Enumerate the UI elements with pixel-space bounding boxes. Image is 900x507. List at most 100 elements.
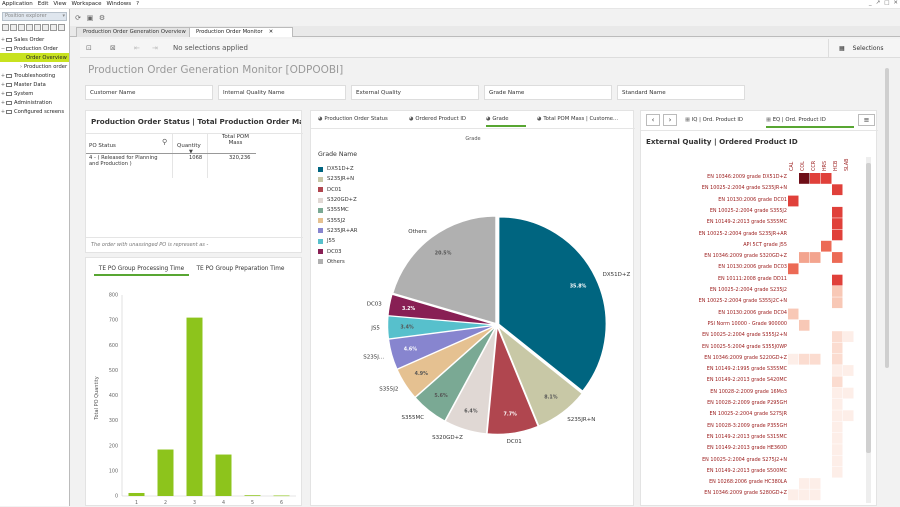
search-icon[interactable]: ⚲ <box>162 138 168 146</box>
tree-item-production-order-child[interactable]: › Production order <box>20 63 68 70</box>
tab-ordered-product-id[interactable]: ◕ Ordered Product ID <box>409 116 466 122</box>
heatmap-cell[interactable] <box>788 489 799 501</box>
heatmap-cell[interactable] <box>832 376 843 388</box>
expand-icon[interactable]: + <box>0 99 6 106</box>
tree-item-administration[interactable]: + Administration <box>0 99 52 106</box>
heatmap-cell[interactable] <box>810 478 821 489</box>
heatmap-cell[interactable] <box>843 387 854 399</box>
heatmap-cell[interactable] <box>832 297 843 309</box>
expand-icon[interactable]: + <box>0 108 6 115</box>
bar-5[interactable] <box>244 495 261 496</box>
heatmap-row-label[interactable]: EN 10028-3:2009 grade P355GH <box>707 422 787 429</box>
expand-icon[interactable]: + <box>0 90 6 97</box>
heatmap-row-label[interactable]: EN 10149-2:2013 grade S500MC <box>706 467 787 474</box>
refresh-icon[interactable]: ⟳ <box>75 13 81 22</box>
heatmap-cell[interactable] <box>832 342 843 354</box>
heatmap-cell[interactable] <box>832 274 843 286</box>
pie-slice-dc03[interactable] <box>387 293 495 325</box>
heatmap-column-header[interactable]: CAL <box>790 161 795 171</box>
pie-slice-j55[interactable] <box>387 315 495 340</box>
heatmap-row-label[interactable]: EN 10149-2:2013 grade HE360D <box>706 445 787 452</box>
filter-standard-name[interactable]: Standard Name <box>617 85 745 100</box>
heatmap-cell[interactable] <box>832 432 843 444</box>
explorer-search-input[interactable]: Position explorer ▾ <box>2 12 67 21</box>
dropdown-icon[interactable]: ▾ <box>62 13 65 19</box>
heatmap-cell[interactable] <box>788 353 799 365</box>
heatmap-row-label[interactable]: EN 10149-2:2013 grade S315MC <box>706 433 787 440</box>
heatmap-cell[interactable] <box>832 421 843 433</box>
po-status-cell[interactable]: 4 - ( Released for Planning and Producti… <box>89 155 158 167</box>
filter-internal-quality-name[interactable]: Internal Quality Name <box>218 85 346 100</box>
heatmap-row-label[interactable]: EN 10346:2009 grade S320GD+Z <box>704 253 787 260</box>
heatmap-row-label[interactable]: EN 10149-2:2013 grade S355MC <box>706 219 787 226</box>
heatmap-column-header[interactable]: CCR <box>812 160 817 171</box>
heatmap-row-label[interactable]: EN 10268:2006 grade HC380LA <box>709 479 787 486</box>
filter-grade-name[interactable]: Grade Name <box>484 85 612 100</box>
pie-slice-dc01[interactable] <box>486 327 539 435</box>
tree-item-configured-screens[interactable]: + Configured screens <box>0 108 65 115</box>
legend-item[interactable]: S320GD+Z <box>318 195 357 205</box>
close-tab-icon[interactable]: ✕ <box>268 29 274 35</box>
settings-icon[interactable]: ⚙ <box>98 13 106 22</box>
heatmap-cell[interactable] <box>799 478 810 489</box>
heatmap-row-label[interactable]: EN 10130:2006 grade DC04 <box>718 309 787 316</box>
heatmap-row-label[interactable]: EN 10346:2009 grade S280GD+Z <box>704 490 787 497</box>
filter-external-quality[interactable]: External Quality <box>351 85 479 100</box>
menu-workspace[interactable]: Workspace <box>71 1 102 7</box>
heatmap-cell[interactable] <box>832 466 843 478</box>
menu-application[interactable]: Application <box>2 1 33 7</box>
heatmap-row-label[interactable]: EN 10130:2006 grade DC03 <box>718 264 787 271</box>
bar-6[interactable] <box>273 495 290 497</box>
heatmap-cell[interactable] <box>832 206 843 218</box>
heatmap-row-label[interactable]: EN 10346:2009 grade S220GD+Z <box>704 354 787 361</box>
pie-slice-s320gd-z[interactable] <box>444 326 497 435</box>
tab-eq-ord-product-id[interactable]: ▦ EQ | Ord. Product ID <box>766 117 854 128</box>
expand-icon[interactable]: + <box>0 36 6 43</box>
step-forward-icon[interactable]: ⇥ <box>152 44 158 52</box>
step-back-icon[interactable]: ⇤ <box>134 44 140 52</box>
heatmap-row-label[interactable]: EN 10028-2:2009 grade P295GH <box>707 400 787 406</box>
legend-item[interactable]: DX51D+Z <box>318 164 357 174</box>
tab-production-order-monitor[interactable]: Production Order Monitor ✕ <box>189 27 293 37</box>
save-icon[interactable]: ▣ <box>86 13 94 22</box>
tab-processing-time[interactable]: TE PO Group Processing Time <box>94 263 189 276</box>
col-quantity[interactable]: Quantity <box>177 143 201 149</box>
minimize-icon[interactable]: _ <box>868 0 872 6</box>
tree-icon[interactable] <box>34 24 41 31</box>
legend-item[interactable]: S355MC <box>318 205 357 215</box>
tree-item-troubleshooting[interactable]: + Troubleshooting <box>0 72 56 79</box>
heatmap-cell[interactable] <box>821 173 832 184</box>
pie-slice-s235jr-n[interactable] <box>497 325 583 427</box>
next-chart-button[interactable]: › <box>663 114 677 126</box>
up-icon[interactable] <box>42 24 49 31</box>
heatmap-row-label[interactable]: EN 10130:2006 grade DC01 <box>718 196 787 203</box>
heatmap-row-label[interactable]: EN 10025-2:2004 grade S355J2C+N <box>698 298 787 305</box>
tab-production-order-status[interactable]: ◕ Production Order Status <box>318 116 388 122</box>
heatmap-cell[interactable] <box>788 195 799 207</box>
legend-item[interactable]: J55 <box>318 236 357 246</box>
heatmap-cell[interactable] <box>832 286 843 297</box>
legend-item[interactable]: DC01 <box>318 185 357 195</box>
maximize-icon[interactable]: □ <box>884 0 890 6</box>
bar-4[interactable] <box>215 454 232 496</box>
col-total-pom-mass[interactable]: Total POM Mass <box>222 134 249 146</box>
close-icon[interactable]: ✕ <box>893 0 898 6</box>
heatmap-cell[interactable] <box>843 331 854 342</box>
heatmap-row-label[interactable]: EN 10025-2:2004 grade S235JR+N <box>701 185 787 192</box>
sort-desc-icon[interactable]: ▼ <box>189 149 193 155</box>
sheet-scroll-thumb[interactable] <box>885 68 889 368</box>
tree-item-master-data[interactable]: + Master Data <box>0 81 46 88</box>
heatmap-row-label[interactable]: EN 10111:2008 grade DD11 <box>717 275 787 282</box>
legend-item[interactable]: Others <box>318 257 357 267</box>
heatmap-cell[interactable] <box>799 489 810 501</box>
tab-production-order-generation-overview[interactable]: Production Order Generation Overview <box>76 27 193 37</box>
heatmap-cell[interactable] <box>832 218 843 229</box>
heatmap-cell[interactable] <box>810 353 821 365</box>
heatmap-cell[interactable] <box>810 252 821 263</box>
tree-item-order-overview[interactable]: Order Overview <box>0 53 69 62</box>
expand-icon[interactable]: + <box>0 81 6 88</box>
heatmap-scroll-thumb[interactable] <box>866 163 871 453</box>
heatmap-cell[interactable] <box>832 353 843 365</box>
heatmap-row-label[interactable]: EN 10025-2:2004 grade S355J2+N <box>702 332 787 339</box>
heatmap-cell[interactable] <box>843 365 854 376</box>
